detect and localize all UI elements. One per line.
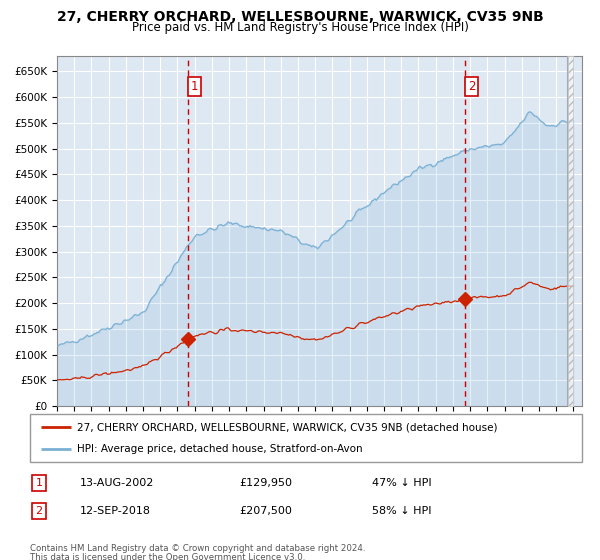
Text: 12-SEP-2018: 12-SEP-2018 [80,506,151,516]
FancyBboxPatch shape [30,414,582,462]
Text: £129,950: £129,950 [240,478,293,488]
Text: 1: 1 [191,81,198,94]
Text: 2: 2 [35,506,43,516]
Text: 1: 1 [35,478,43,488]
Text: 27, CHERRY ORCHARD, WELLESBOURNE, WARWICK, CV35 9NB: 27, CHERRY ORCHARD, WELLESBOURNE, WARWIC… [56,10,544,24]
Text: Price paid vs. HM Land Registry's House Price Index (HPI): Price paid vs. HM Land Registry's House … [131,21,469,34]
Text: £207,500: £207,500 [240,506,293,516]
Text: Contains HM Land Registry data © Crown copyright and database right 2024.: Contains HM Land Registry data © Crown c… [30,544,365,553]
Text: 27, CHERRY ORCHARD, WELLESBOURNE, WARWICK, CV35 9NB (detached house): 27, CHERRY ORCHARD, WELLESBOURNE, WARWIC… [77,422,497,432]
Text: 2: 2 [468,81,475,94]
Text: 13-AUG-2002: 13-AUG-2002 [80,478,154,488]
Text: This data is licensed under the Open Government Licence v3.0.: This data is licensed under the Open Gov… [30,553,305,560]
Text: HPI: Average price, detached house, Stratford-on-Avon: HPI: Average price, detached house, Stra… [77,444,362,454]
Text: 58% ↓ HPI: 58% ↓ HPI [372,506,432,516]
Text: 47% ↓ HPI: 47% ↓ HPI [372,478,432,488]
